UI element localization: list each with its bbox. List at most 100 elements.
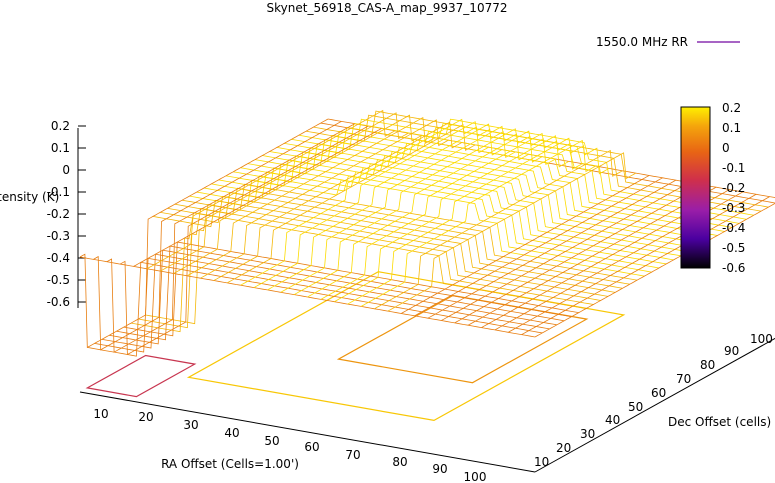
z-tick: 0.1 xyxy=(51,141,70,155)
z-tick: -0.6 xyxy=(47,295,70,309)
colorbar-tick: -0.3 xyxy=(722,201,745,215)
y-tick: 70 xyxy=(676,372,691,386)
mesh-line xyxy=(269,134,725,232)
mesh-line xyxy=(203,171,660,269)
z-tick: -0.5 xyxy=(47,273,70,287)
y-axis-ticks: 10 20 30 40 50 60 70 80 90 100 xyxy=(534,332,773,469)
z-tick: -0.2 xyxy=(47,207,70,221)
mesh-line xyxy=(291,122,747,220)
contour-line xyxy=(186,271,626,422)
x-axis-ticks: 10 20 30 40 50 60 70 80 90 100 xyxy=(93,407,486,483)
colorbar-tick: -0.6 xyxy=(722,261,745,275)
mesh-line xyxy=(414,177,663,317)
z-axis-label: Intensity (K) xyxy=(0,190,59,204)
y-axis-line xyxy=(534,337,775,473)
mesh-line xyxy=(255,143,711,240)
mesh-line xyxy=(218,163,674,261)
mesh-line xyxy=(508,193,757,333)
colorbar-tick: -0.5 xyxy=(722,241,745,255)
y-tick: 90 xyxy=(724,344,739,358)
mesh-line xyxy=(79,118,329,349)
legend: 1550.0 MHz RR xyxy=(596,35,740,49)
mesh-line xyxy=(173,114,422,274)
x-tick: 60 xyxy=(304,440,319,454)
z-tick: -0.1 xyxy=(47,185,70,199)
contour-line xyxy=(336,294,589,384)
x-tick: 70 xyxy=(345,448,360,462)
mesh-line xyxy=(441,182,690,321)
y-axis-label: Dec Offset (cells) xyxy=(668,415,771,429)
mesh-line xyxy=(93,121,342,351)
mesh-line xyxy=(427,179,677,319)
mesh-line xyxy=(347,137,596,305)
x-axis-line xyxy=(79,391,536,473)
x-tick: 90 xyxy=(432,462,447,476)
mesh-line xyxy=(307,130,556,298)
mesh-line xyxy=(247,147,703,244)
mesh-line xyxy=(284,126,740,224)
surface-mesh xyxy=(79,109,775,357)
mesh-line xyxy=(320,132,570,300)
mesh-line xyxy=(226,123,476,284)
mesh-line xyxy=(374,149,623,310)
mesh-line xyxy=(334,135,583,303)
mesh-line xyxy=(133,128,382,267)
mesh-line xyxy=(106,123,355,353)
x-tick: 30 xyxy=(183,418,198,432)
colorbar-tick: 0.1 xyxy=(722,121,741,135)
x-tick: 50 xyxy=(264,434,279,448)
mesh-line xyxy=(240,118,489,286)
mesh-line xyxy=(146,109,396,270)
colorbar-gradient xyxy=(680,106,711,269)
colorbar-tick: 0.2 xyxy=(722,101,741,115)
y-tick: 20 xyxy=(556,441,571,455)
chart-title: Skynet_56918_CAS-A_map_9937_10772 xyxy=(267,1,508,15)
mesh-line xyxy=(213,121,463,281)
y-tick: 30 xyxy=(580,427,595,441)
colorbar-tick: -0.4 xyxy=(722,221,745,235)
mesh-line xyxy=(240,151,696,249)
y-tick: 80 xyxy=(700,358,715,372)
mesh-line xyxy=(387,152,637,312)
mesh-line xyxy=(400,175,650,314)
z-tick: 0.2 xyxy=(51,119,70,133)
axes xyxy=(77,125,775,473)
y-tick: 10 xyxy=(534,455,549,469)
mesh-line xyxy=(293,128,543,295)
x-tick: 10 xyxy=(93,407,108,421)
colorbar-tick: -0.2 xyxy=(722,181,745,195)
contour-line xyxy=(85,354,197,398)
mesh-line xyxy=(253,121,503,288)
mesh-line xyxy=(534,203,775,338)
mesh-line xyxy=(94,257,550,353)
mesh-line xyxy=(280,125,529,293)
mesh-line xyxy=(360,139,610,307)
y-tick: 40 xyxy=(605,413,620,427)
z-tick: 0 xyxy=(62,163,70,177)
x-tick: 100 xyxy=(464,470,487,483)
mesh-line xyxy=(267,123,516,291)
z-axis-ticks: 0.2 0.1 0 -0.1 -0.2 -0.3 -0.4 -0.5 -0.6 xyxy=(47,119,70,309)
mesh-line xyxy=(160,112,409,272)
mesh-line xyxy=(467,186,717,326)
mesh-line xyxy=(186,116,436,277)
mesh-line xyxy=(119,125,369,356)
y-tick: 60 xyxy=(651,386,666,400)
z-tick: -0.3 xyxy=(47,229,70,243)
mesh-line xyxy=(200,119,449,279)
x-axis-label: RA Offset (Cells=1.00') xyxy=(161,457,299,471)
y-tick: 100 xyxy=(750,332,773,346)
legend-label: 1550.0 MHz RR xyxy=(596,35,688,49)
mesh-line xyxy=(138,208,594,329)
y-tick: 50 xyxy=(628,400,643,414)
colorbar: 0.2 0.1 0 -0.1 -0.2 -0.3 -0.4 -0.5 -0.6 xyxy=(680,101,745,275)
mesh-line xyxy=(454,184,703,324)
z-tick: -0.4 xyxy=(47,251,70,265)
mesh-line xyxy=(521,196,770,335)
mesh-line xyxy=(87,261,543,357)
x-tick: 40 xyxy=(224,426,239,440)
x-tick: 20 xyxy=(138,410,153,424)
colorbar-tick: -0.1 xyxy=(722,161,745,175)
